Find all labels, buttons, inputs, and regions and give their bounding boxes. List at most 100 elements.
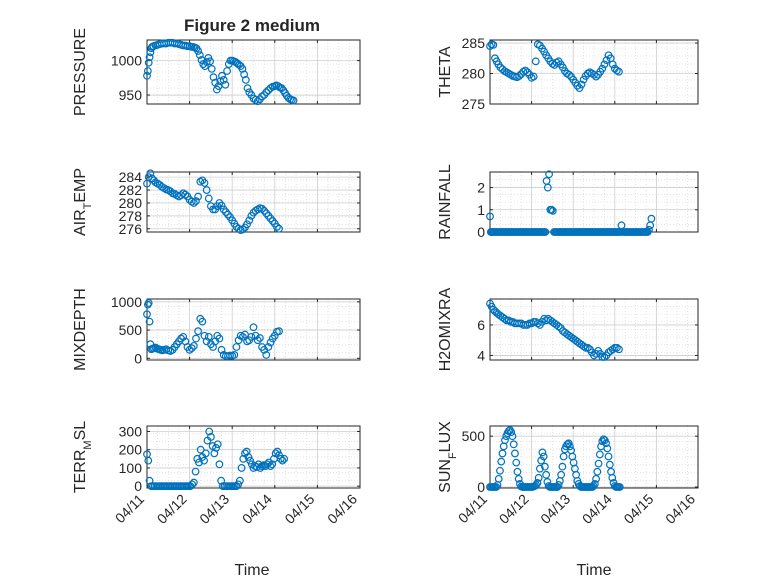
data-point xyxy=(239,454,248,463)
data-point xyxy=(146,169,155,178)
data-point xyxy=(145,53,154,62)
y-axis-label-part: RAINFALL xyxy=(437,164,454,240)
data-point xyxy=(202,58,211,66)
data-point xyxy=(223,67,231,75)
y-axis-label-part: SUN xyxy=(437,459,454,493)
data-point xyxy=(242,447,251,456)
data-point xyxy=(206,433,215,441)
data-point xyxy=(235,476,244,485)
data-point xyxy=(166,187,175,196)
y-axis-label-part: T xyxy=(82,202,94,209)
data-point xyxy=(615,483,624,491)
y-axis-label: RAINFALL xyxy=(437,164,454,240)
data-point xyxy=(498,449,507,458)
data-point xyxy=(545,170,553,179)
data-point xyxy=(608,473,617,482)
data-point xyxy=(486,212,494,221)
data-point xyxy=(270,331,279,340)
data-point xyxy=(194,327,203,336)
data-point xyxy=(144,456,153,465)
data-point xyxy=(145,317,154,326)
data-point xyxy=(541,462,549,471)
data-point xyxy=(205,427,214,436)
figure-title: Figure 2 medium xyxy=(184,16,320,35)
data-point xyxy=(241,76,250,84)
data-point xyxy=(201,62,209,71)
y-tick-label: 1 xyxy=(477,202,485,218)
data-point xyxy=(194,192,203,201)
data-point xyxy=(533,479,542,487)
data-point xyxy=(245,216,254,225)
y-axis-label-part: LUX xyxy=(437,421,454,452)
data-point xyxy=(243,220,252,229)
data-point xyxy=(496,466,504,475)
data-point xyxy=(204,332,213,341)
data-point xyxy=(243,84,252,93)
data-point xyxy=(210,449,219,458)
data-point xyxy=(230,351,239,359)
data-point xyxy=(594,459,603,468)
data-point xyxy=(539,452,548,461)
data-point xyxy=(554,322,563,331)
data-point xyxy=(179,332,188,341)
data-point xyxy=(615,67,623,76)
data-point xyxy=(217,345,226,354)
data-point xyxy=(193,454,202,463)
data-point xyxy=(192,334,200,343)
data-point xyxy=(558,462,567,471)
data-point xyxy=(590,70,598,79)
data-point xyxy=(215,334,224,343)
data-point xyxy=(197,56,206,64)
data-point xyxy=(253,336,262,345)
y-tick-label: 278 xyxy=(119,208,143,224)
data-point xyxy=(523,68,532,77)
data-point xyxy=(529,317,538,326)
data-point xyxy=(494,474,503,483)
data-point xyxy=(593,467,602,476)
data-point xyxy=(247,332,256,341)
y-tick-label: 4 xyxy=(477,347,485,363)
y-axis-label-part: TERR xyxy=(72,450,89,494)
data-point xyxy=(514,474,523,483)
data-point xyxy=(255,334,264,342)
y-tick-label: 300 xyxy=(119,423,143,439)
data-point xyxy=(144,58,153,67)
data-point xyxy=(191,467,200,476)
data-point xyxy=(508,432,517,441)
axes-box xyxy=(146,171,361,233)
y-tick-label: 282 xyxy=(119,182,143,198)
y-tick-label: 0 xyxy=(134,478,142,494)
y-tick-label: 1000 xyxy=(111,53,142,69)
y-axis-label-part: SL xyxy=(72,421,89,441)
data-point xyxy=(289,96,298,105)
data-point xyxy=(251,331,260,340)
axes-box xyxy=(489,298,699,361)
data-point xyxy=(238,225,247,234)
y-axis-label-part: M xyxy=(82,440,94,449)
panel-h2omixra: 4 6 H2OMIXRA xyxy=(437,287,699,371)
data-point xyxy=(647,214,656,223)
data-point xyxy=(497,457,506,466)
data-point xyxy=(249,323,258,332)
data-point xyxy=(244,453,253,461)
y-axis-label-part: MIXDEPTH xyxy=(72,288,89,371)
data-point xyxy=(217,201,226,210)
data-point xyxy=(557,470,566,479)
data-point xyxy=(554,481,563,489)
x-axis-label-right: Time xyxy=(577,562,612,579)
data-point xyxy=(207,65,216,73)
data-point xyxy=(209,73,218,82)
data-point xyxy=(565,442,574,451)
data-point xyxy=(200,179,209,187)
y-tick-label: 950 xyxy=(119,87,143,103)
data-point xyxy=(507,428,516,436)
data-point xyxy=(537,456,546,465)
data-point xyxy=(253,97,262,106)
data-point xyxy=(213,440,222,449)
data-point xyxy=(500,314,509,323)
y-axis-label: PRESSURE xyxy=(72,28,89,116)
data-point xyxy=(600,60,609,69)
data-point xyxy=(573,81,582,90)
